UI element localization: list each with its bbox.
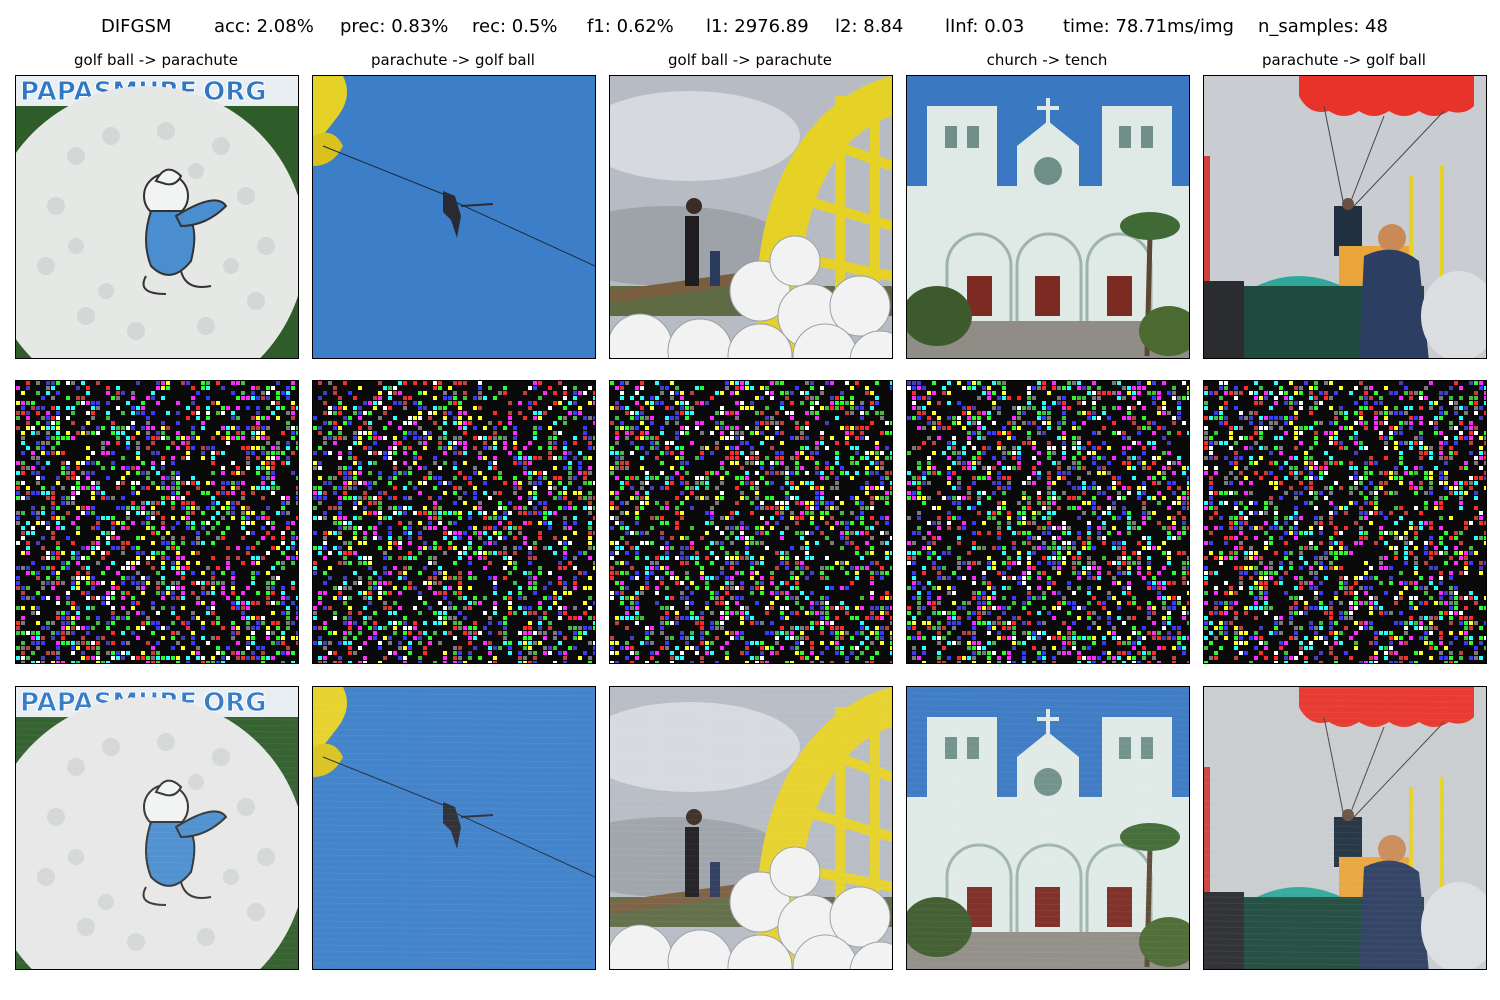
method-name: DIFGSM bbox=[101, 16, 172, 37]
metric-l1: l1: 2976.89 bbox=[706, 16, 809, 37]
metric-l2: l2: 8.84 bbox=[835, 16, 904, 37]
perturbation-image-1 bbox=[15, 380, 299, 664]
perturbation-image-2 bbox=[312, 380, 596, 664]
golf-ball-smurf: PAPASMURF.ORG bbox=[16, 76, 298, 358]
golf-ball-smurf-perturbation bbox=[16, 381, 298, 663]
metric-n-samples: n_samples: 48 bbox=[1258, 16, 1388, 37]
adversarial-image-3 bbox=[609, 686, 893, 970]
parachutist-crowd-perturbation bbox=[1204, 381, 1486, 663]
metric-recall: rec: 0.5% bbox=[472, 16, 558, 37]
original-image-5 bbox=[1203, 75, 1487, 359]
white-church bbox=[907, 76, 1189, 358]
parachutist-crowd bbox=[1204, 687, 1486, 969]
metric-time: time: 78.71ms/img bbox=[1063, 16, 1234, 37]
parasail-blue-sky bbox=[313, 687, 595, 969]
adversarial-image-4 bbox=[906, 686, 1190, 970]
original-image-1: PAPASMURF.ORG bbox=[15, 75, 299, 359]
original-image-3 bbox=[609, 75, 893, 359]
golf-balls-basket-perturbation bbox=[610, 381, 892, 663]
white-church bbox=[907, 687, 1189, 969]
perturbation-image-3 bbox=[609, 380, 893, 664]
parachutist-crowd bbox=[1204, 76, 1486, 358]
perturbation-image-5 bbox=[1203, 380, 1487, 664]
golf-balls-basket bbox=[610, 687, 892, 969]
original-image-4 bbox=[906, 75, 1190, 359]
column-title-4: church -> tench bbox=[986, 51, 1108, 69]
parasail-blue-sky-perturbation bbox=[313, 381, 595, 663]
metric-linf: lInf: 0.03 bbox=[945, 16, 1025, 37]
original-image-2 bbox=[312, 75, 596, 359]
golf-balls-basket bbox=[610, 76, 892, 358]
column-title-1: golf ball -> parachute bbox=[74, 51, 238, 69]
metric-accuracy: acc: 2.08% bbox=[214, 16, 314, 37]
parasail-blue-sky bbox=[313, 76, 595, 358]
adversarial-image-5 bbox=[1203, 686, 1487, 970]
metric-f1: f1: 0.62% bbox=[587, 16, 674, 37]
column-title-2: parachute -> golf ball bbox=[371, 51, 535, 69]
perturbation-image-4 bbox=[906, 380, 1190, 664]
column-title-5: parachute -> golf ball bbox=[1262, 51, 1426, 69]
adversarial-image-1: PAPASMURF.ORG bbox=[15, 686, 299, 970]
metric-precision: prec: 0.83% bbox=[340, 16, 449, 37]
adversarial-image-2 bbox=[312, 686, 596, 970]
column-title-3: golf ball -> parachute bbox=[668, 51, 832, 69]
golf-ball-smurf: PAPASMURF.ORG bbox=[16, 687, 298, 969]
figure-title: DIFGSM acc: 2.08% prec: 0.83% rec: 0.5% … bbox=[0, 16, 1500, 42]
white-church-perturbation bbox=[907, 381, 1189, 663]
